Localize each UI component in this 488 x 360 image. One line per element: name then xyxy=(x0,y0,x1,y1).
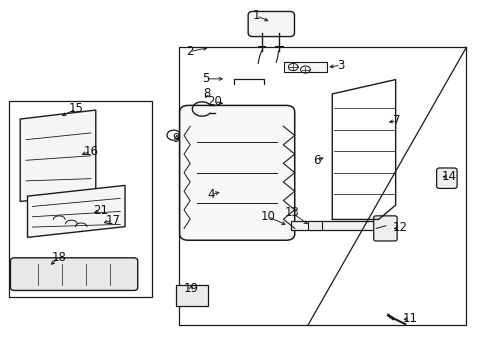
Text: 12: 12 xyxy=(392,221,407,234)
Text: 10: 10 xyxy=(260,210,275,223)
Text: 8: 8 xyxy=(203,87,210,100)
Text: 16: 16 xyxy=(83,145,98,158)
Text: 20: 20 xyxy=(206,95,221,108)
Text: 9: 9 xyxy=(172,132,180,145)
Text: 7: 7 xyxy=(392,114,400,127)
Text: 4: 4 xyxy=(207,188,215,201)
Text: 5: 5 xyxy=(202,72,209,85)
Text: 17: 17 xyxy=(105,214,120,227)
Bar xyxy=(290,221,385,230)
FancyBboxPatch shape xyxy=(10,258,138,291)
Text: 13: 13 xyxy=(285,207,299,220)
Bar xyxy=(307,221,321,230)
Text: 11: 11 xyxy=(402,311,417,325)
Text: 15: 15 xyxy=(69,103,83,116)
Text: 3: 3 xyxy=(337,59,344,72)
Text: 6: 6 xyxy=(312,154,320,167)
Text: 18: 18 xyxy=(52,251,66,264)
Text: 2: 2 xyxy=(186,45,193,58)
Text: 14: 14 xyxy=(441,170,456,183)
Polygon shape xyxy=(27,185,125,237)
Text: 19: 19 xyxy=(183,282,198,295)
Bar xyxy=(283,62,327,72)
Text: 1: 1 xyxy=(252,9,260,22)
Text: 21: 21 xyxy=(93,204,108,217)
Polygon shape xyxy=(20,110,96,202)
Bar xyxy=(176,285,207,306)
FancyBboxPatch shape xyxy=(179,105,294,240)
FancyBboxPatch shape xyxy=(247,12,294,37)
FancyBboxPatch shape xyxy=(436,168,456,188)
FancyBboxPatch shape xyxy=(373,216,396,241)
